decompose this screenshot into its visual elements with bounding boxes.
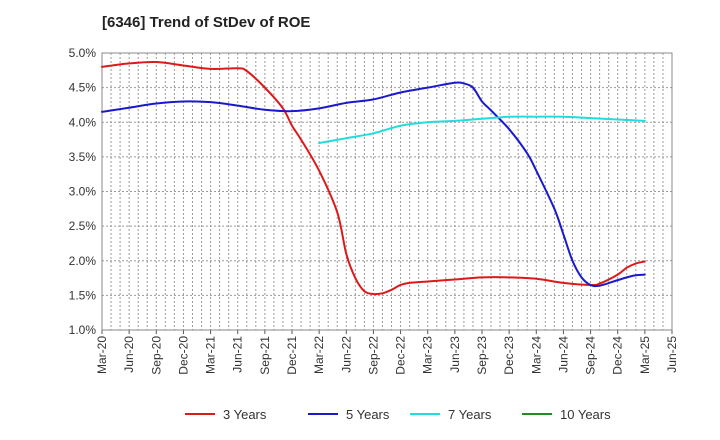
x-tick-label: Sep-24 <box>584 336 598 375</box>
x-tick-label: Mar-22 <box>312 336 326 374</box>
series-line-7-years <box>318 115 646 145</box>
series-line-5-years <box>101 81 646 288</box>
y-tick-label: 1.0% <box>69 323 97 337</box>
x-tick-label: Dec-20 <box>176 336 190 375</box>
series-line-3-years <box>101 60 646 296</box>
x-tick-label: Sep-20 <box>149 336 163 375</box>
x-tick-label: Mar-20 <box>95 336 109 374</box>
x-tick-label: Jun-20 <box>122 336 136 373</box>
y-tick-label: 2.0% <box>69 254 97 268</box>
x-tick-label: Mar-25 <box>638 336 652 374</box>
x-tick-label: Jun-24 <box>556 336 570 373</box>
x-tick-label: Sep-21 <box>258 336 272 375</box>
x-tick-label: Dec-22 <box>394 336 408 375</box>
x-tick-label: Sep-22 <box>366 336 380 375</box>
x-tick-label: Jun-25 <box>665 336 679 373</box>
y-tick-label: 3.0% <box>69 185 97 199</box>
x-tick-label: Sep-23 <box>475 336 489 375</box>
legend-label-5-years: 5 Years <box>346 407 390 422</box>
x-tick-label: Dec-21 <box>285 336 299 375</box>
x-tick-label: Jun-23 <box>448 336 462 373</box>
x-tick-label: Dec-23 <box>502 336 516 375</box>
x-tick-label: Mar-23 <box>421 336 435 374</box>
y-tick-label: 4.0% <box>69 115 97 129</box>
y-tick-label: 1.5% <box>69 288 97 302</box>
x-tick-label: Mar-21 <box>204 336 218 374</box>
x-tick-label: Mar-24 <box>529 336 543 374</box>
y-tick-label: 2.5% <box>69 219 97 233</box>
y-tick-label: 3.5% <box>69 150 97 164</box>
legend-label-7-years: 7 Years <box>448 407 492 422</box>
x-tick-label: Jun-21 <box>231 336 245 373</box>
x-tick-label: Jun-22 <box>339 336 353 373</box>
legend-label-10-years: 10 Years <box>560 407 611 422</box>
x-tick-label: Dec-24 <box>611 336 625 375</box>
chart-title: [6346] Trend of StDev of ROE <box>102 14 311 31</box>
y-tick-label: 5.0% <box>69 46 97 60</box>
legend-label-3-years: 3 Years <box>223 407 267 422</box>
plot-area <box>101 52 673 331</box>
y-tick-label: 4.5% <box>69 81 97 95</box>
